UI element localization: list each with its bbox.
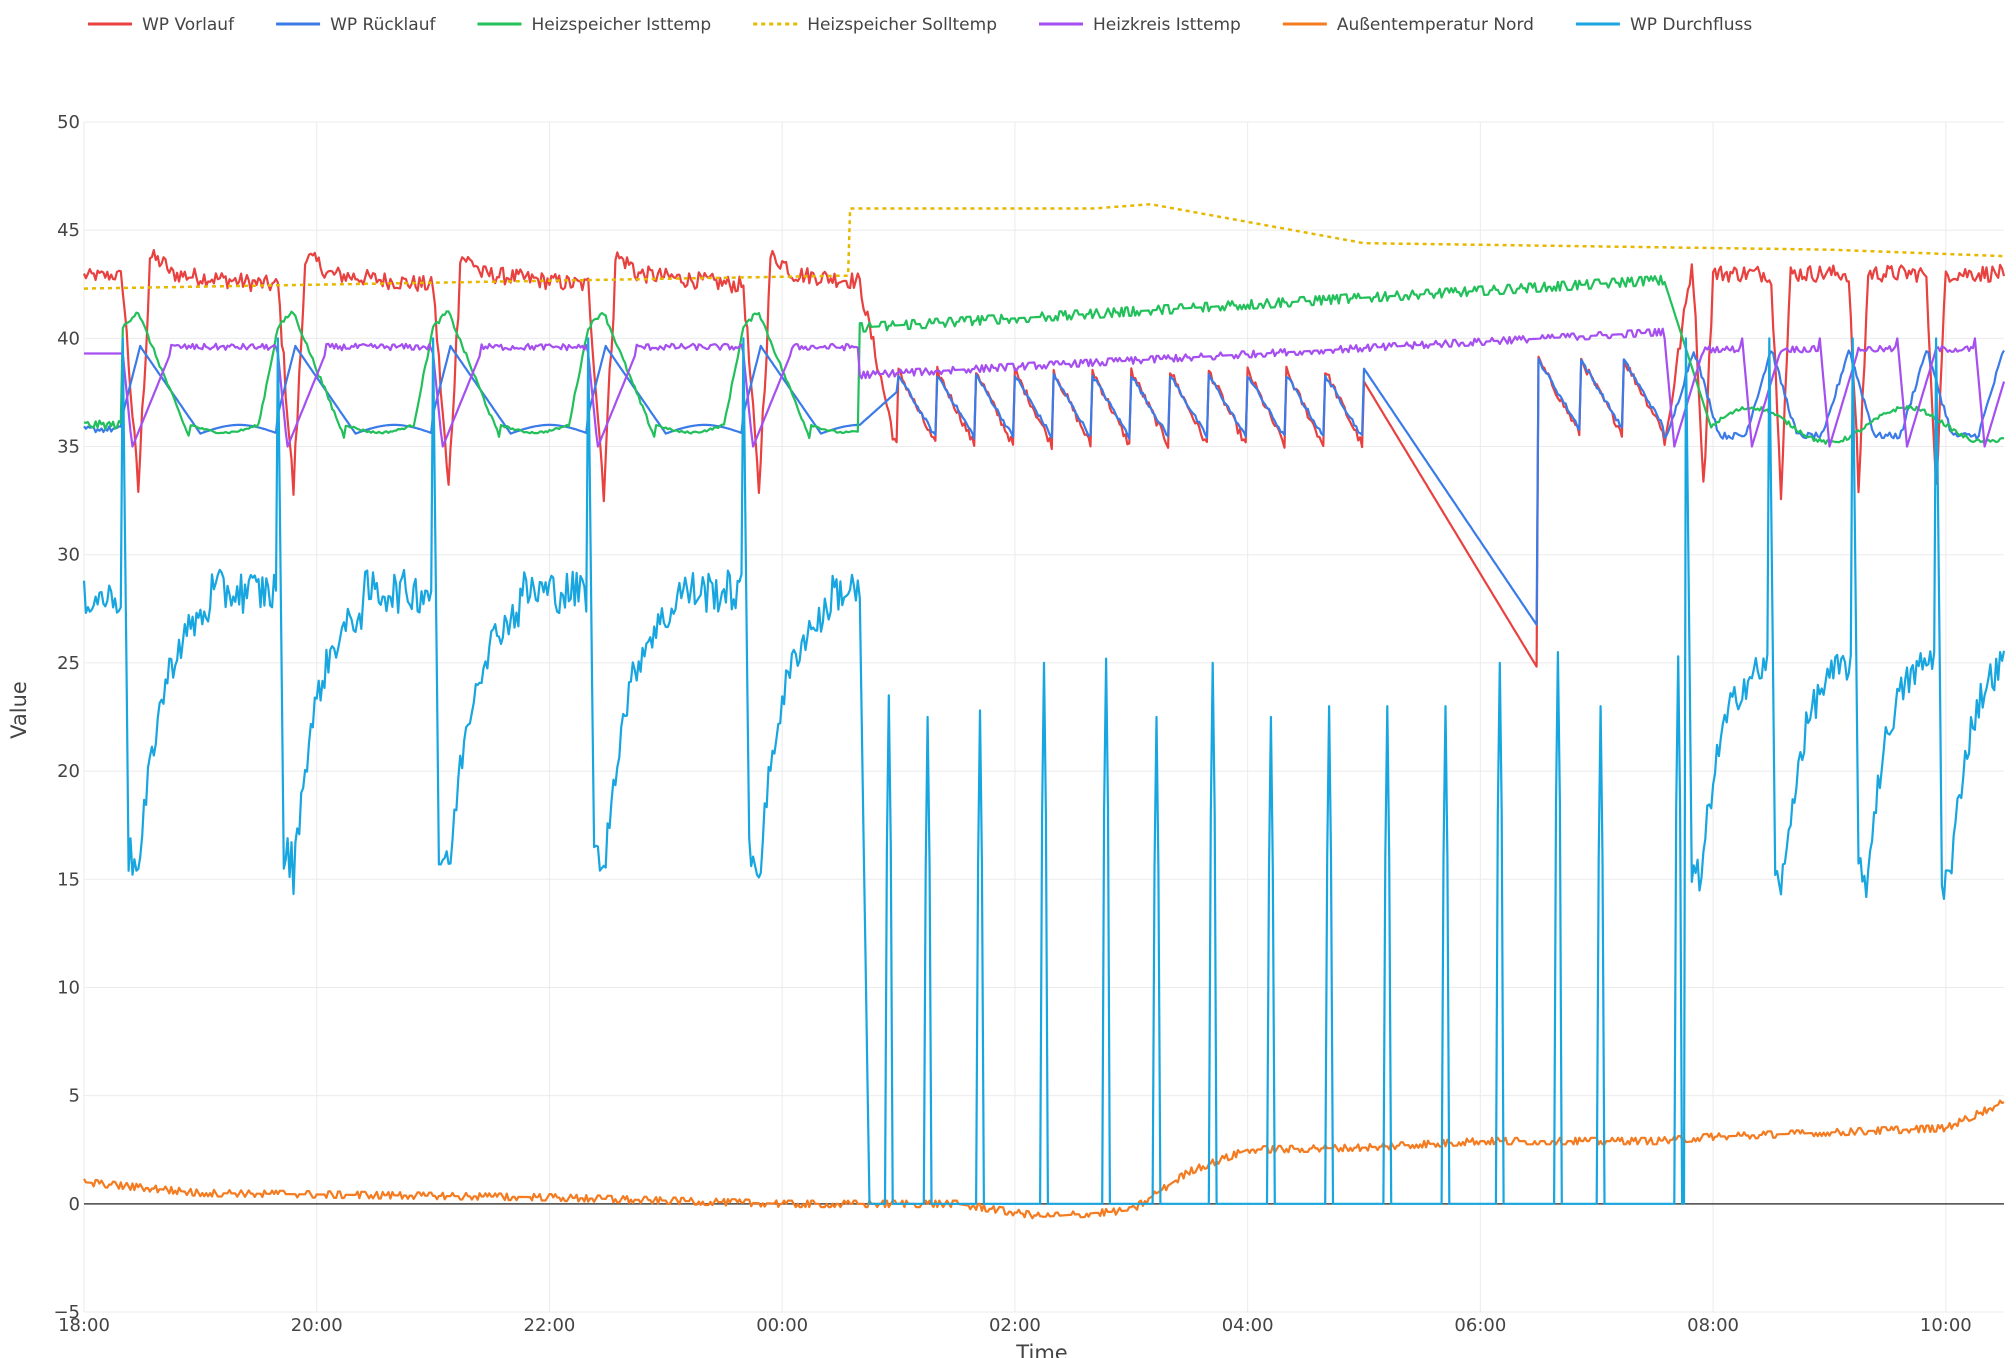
legend-item[interactable]: Außentemperatur Nord [1282, 15, 1534, 35]
legend-label: WP Rücklauf [330, 15, 436, 35]
y-tick-label: −5 [53, 1302, 80, 1323]
y-tick-label: 45 [57, 220, 80, 241]
y-tick-label: 0 [69, 1194, 80, 1215]
legend-item[interactable]: Heizspeicher Solltemp [753, 15, 997, 35]
y-axis-title: Value [7, 681, 31, 739]
legend-item[interactable]: WP Durchfluss [1575, 15, 1752, 35]
x-tick-label: 10:00 [1920, 1315, 1972, 1336]
legend-item[interactable]: Heizspeicher Isttemp [477, 15, 711, 35]
legend-label: Außentemperatur Nord [1337, 15, 1534, 35]
y-tick-label: 20 [57, 761, 80, 782]
y-tick-label: 40 [57, 328, 80, 349]
legend-label: Heizspeicher Solltemp [807, 15, 997, 35]
legend-label: WP Vorlauf [142, 15, 235, 35]
y-tick-label: 30 [57, 545, 80, 566]
x-tick-label: 06:00 [1454, 1315, 1506, 1336]
y-tick-label: 50 [57, 112, 80, 133]
y-tick-label: 25 [57, 653, 80, 674]
y-tick-label: 10 [57, 977, 80, 998]
legend-label: WP Durchfluss [1630, 15, 1752, 35]
legend-item[interactable]: Heizkreis Isttemp [1039, 15, 1241, 35]
y-axis: −5 0 5 10 15 20 25 30 35 40 45 50 [53, 112, 80, 1323]
y-tick-label: 15 [57, 869, 80, 890]
legend-label: Heizspeicher Isttemp [531, 15, 711, 35]
series-line-au-entemperatur-nord [83, 1099, 2005, 1220]
series-line-heizkreis-isttemp [84, 327, 2006, 448]
x-tick-label: 18:00 [58, 1315, 110, 1336]
series-line-wp-durchfluss [82, 337, 2006, 1205]
grid [83, 121, 2004, 1313]
x-tick-label: 02:00 [989, 1315, 1041, 1336]
legend: WP Vorlauf WP Rücklauf Heizspeicher Isttem… [88, 15, 1752, 35]
series-line-wp-vorlauf [82, 249, 2006, 668]
series-line-wp-r-cklauf [83, 344, 2005, 626]
y-tick-label: 35 [57, 437, 80, 458]
legend-item[interactable]: WP Vorlauf [88, 15, 235, 35]
series-line-heizspeicher-solltemp [84, 202, 2004, 290]
x-axis-title: Time [1015, 1341, 1067, 1358]
plot-area [82, 202, 2006, 1220]
x-tick-label: 08:00 [1687, 1315, 1739, 1336]
legend-item[interactable]: WP Rücklauf [276, 15, 436, 35]
x-tick-label: 04:00 [1222, 1315, 1274, 1336]
y-tick-label: 5 [69, 1086, 80, 1107]
x-axis: 18:00 20:00 22:00 00:00 02:00 04:00 06:00 08:00… [58, 1315, 1972, 1336]
legend-label: Heizkreis Isttemp [1093, 15, 1241, 35]
x-tick-label: 22:00 [524, 1315, 576, 1336]
x-tick-label: 00:00 [756, 1315, 808, 1336]
series-line-heizspeicher-isttemp [83, 274, 2005, 445]
x-tick-label: 20:00 [291, 1315, 343, 1336]
